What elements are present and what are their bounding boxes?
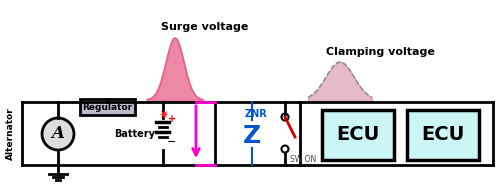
Text: SW ON: SW ON — [290, 154, 316, 163]
Text: −: − — [167, 137, 177, 147]
Text: +: + — [168, 114, 176, 124]
Circle shape — [42, 118, 74, 150]
Text: ✷: ✷ — [159, 108, 169, 121]
Circle shape — [282, 113, 289, 121]
Text: Clamping voltage: Clamping voltage — [325, 47, 435, 57]
Circle shape — [282, 145, 289, 152]
FancyBboxPatch shape — [80, 99, 135, 115]
Text: ECU: ECU — [337, 126, 380, 144]
Text: Z: Z — [243, 124, 261, 148]
FancyBboxPatch shape — [407, 110, 479, 160]
Text: Surge voltage: Surge voltage — [161, 22, 248, 32]
Text: Battery: Battery — [115, 129, 155, 139]
Text: ZNR: ZNR — [244, 109, 268, 119]
FancyBboxPatch shape — [322, 110, 394, 160]
Text: Alternator: Alternator — [6, 108, 15, 160]
Text: Regulator: Regulator — [82, 103, 133, 112]
Text: A: A — [52, 126, 64, 143]
Text: ECU: ECU — [422, 126, 465, 144]
